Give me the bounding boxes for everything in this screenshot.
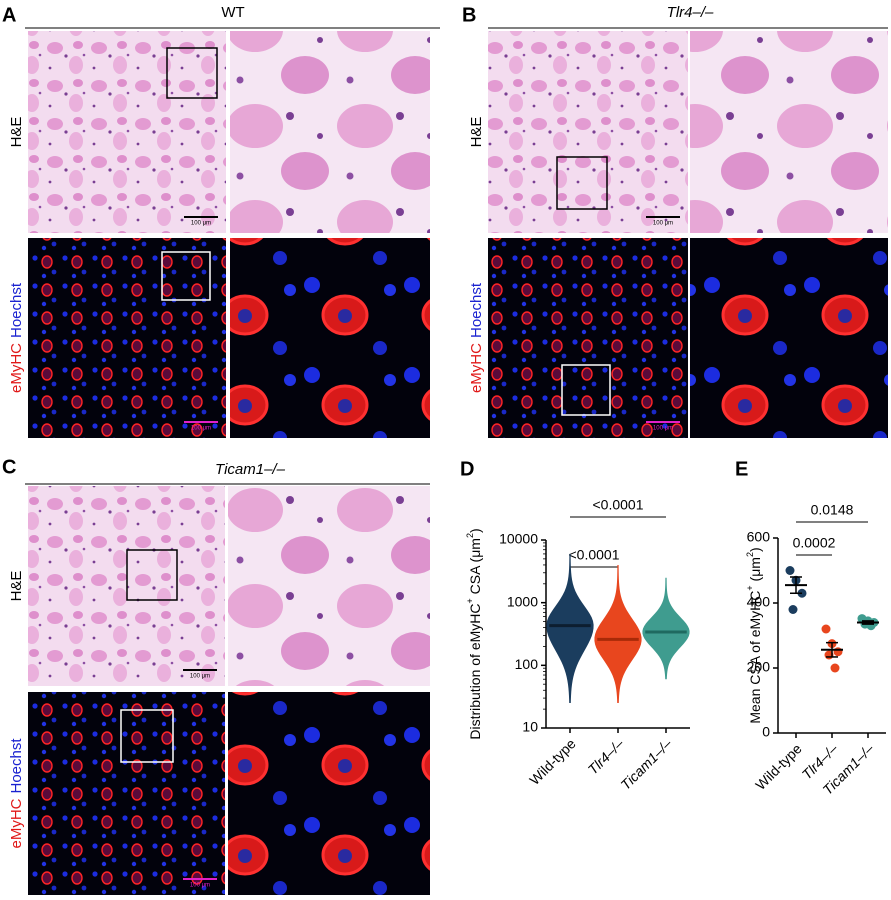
x-tick-label: Tlr4–/– — [585, 735, 627, 777]
violin — [546, 553, 594, 704]
scale-bar-label: 100 μm — [653, 221, 673, 227]
stain-label: eMyHC — [8, 798, 25, 848]
x-tick-label: Wild-type — [752, 740, 805, 793]
y-axis-label-part: Mean CSA of eMyHC — [747, 591, 763, 724]
violin — [642, 577, 690, 680]
y-axis-label: Distribution of eMyHC+ CSA (μm2) — [465, 528, 482, 739]
row-label: eMyHC Hoechst — [8, 738, 25, 849]
data-point — [833, 647, 843, 657]
scale-bar-label: 100 μm — [653, 426, 673, 432]
comparison-label: <0.0001 — [569, 547, 620, 563]
row-label: H&E — [8, 571, 25, 602]
data-point — [821, 624, 831, 634]
y-axis-label-part: + — [745, 585, 755, 590]
inset-box — [120, 709, 174, 763]
micrograph — [28, 31, 226, 233]
y-axis-label-part: + — [465, 598, 475, 603]
micrograph — [228, 486, 430, 686]
inset-box — [561, 364, 611, 416]
y-tick-label: 0 — [762, 724, 770, 740]
y-axis-label-part: (μm — [747, 557, 763, 585]
comparison-label: 0.0002 — [793, 535, 836, 551]
row-label: H&E — [468, 117, 485, 148]
micrograph — [230, 238, 430, 438]
panel-title: Tlr4–/– — [667, 4, 714, 21]
micrograph — [690, 31, 888, 233]
y-axis-label-part: ) — [747, 547, 763, 552]
y-tick-label: 600 — [747, 529, 771, 545]
y-tick-label: 200 — [747, 659, 771, 675]
comparison-label: <0.0001 — [593, 497, 644, 513]
panel-title: WT — [221, 4, 244, 21]
y-tick-label: 1000 — [507, 593, 538, 609]
y-axis-label: Mean CSA of eMyHC+ (μm2) — [745, 547, 762, 723]
stain-label: eMyHC — [8, 343, 25, 393]
micrograph — [28, 238, 226, 438]
row-label: eMyHC Hoechst — [8, 282, 25, 393]
y-tick-label: 10000 — [499, 531, 538, 547]
comparison-label: 0.0148 — [811, 502, 854, 518]
counterstain-label: Hoechst — [8, 282, 25, 338]
y-axis-label-part: Distribution of eMyHC — [467, 603, 483, 739]
micrograph — [28, 692, 225, 895]
violin — [594, 564, 642, 704]
panel-letter: C — [2, 456, 16, 478]
inset-box — [556, 156, 608, 210]
y-tick-label: 100 — [515, 656, 539, 672]
micrograph — [488, 238, 688, 438]
data-point — [785, 566, 795, 575]
y-axis-label-part: ) — [467, 528, 483, 533]
micrograph — [690, 238, 888, 438]
data-point — [830, 663, 840, 673]
panel-letter: B — [462, 4, 476, 26]
y-tick-label: 10 — [522, 719, 538, 735]
stain-label: eMyHC — [468, 343, 485, 393]
micrograph — [488, 31, 688, 233]
y-axis-label-part: CSA (μm — [467, 538, 483, 598]
panel-letter: D — [460, 458, 474, 480]
panel-letter: A — [2, 4, 16, 26]
x-tick-label: Wild-type — [526, 735, 579, 788]
row-label: H&E — [8, 117, 25, 148]
y-tick-label: 400 — [747, 594, 771, 610]
micrograph — [230, 31, 430, 233]
x-tick-label: Ticam1–/– — [617, 735, 675, 793]
scale-bar-label: 100 μm — [190, 883, 210, 889]
counterstain-label: Hoechst — [8, 738, 25, 794]
scale-bar-label: 100 μm — [191, 426, 211, 432]
row-label: eMyHC Hoechst — [468, 282, 485, 393]
panel-title: Ticam1–/– — [215, 461, 286, 478]
inset-box — [126, 549, 178, 601]
y-axis-label-part: 2 — [745, 552, 755, 557]
data-point — [788, 605, 798, 614]
inset-box — [166, 47, 218, 99]
y-axis-label-part: 2 — [465, 533, 475, 538]
micrograph — [228, 692, 430, 895]
panel-letter: E — [735, 458, 748, 480]
inset-box — [161, 251, 211, 301]
scale-bar-label: 100 μm — [191, 221, 211, 227]
scale-bar-label: 100 μm — [190, 674, 210, 680]
counterstain-label: Hoechst — [468, 282, 485, 338]
